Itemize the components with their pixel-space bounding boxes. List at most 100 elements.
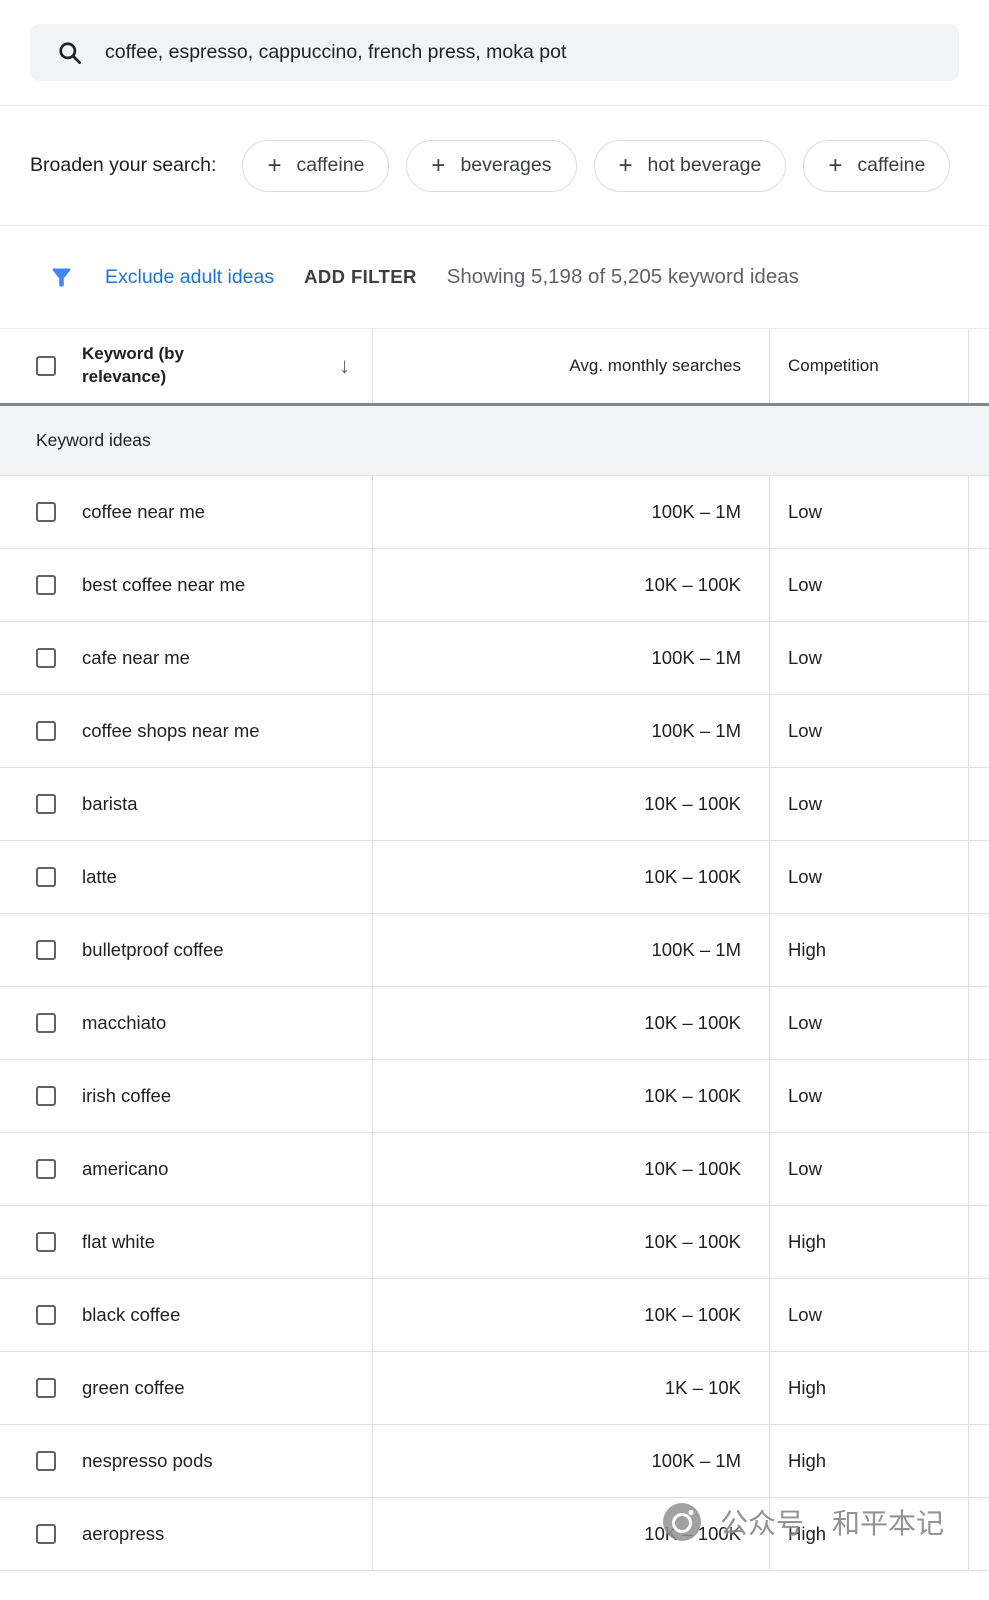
row-checkbox[interactable] xyxy=(36,1086,56,1106)
table-row[interactable]: barista 10K – 100K Low xyxy=(0,768,989,841)
competition-value: Low xyxy=(788,1304,822,1325)
keyword-text: macchiato xyxy=(82,1012,167,1033)
row-checkbox[interactable] xyxy=(36,648,56,668)
avg-monthly-searches-value: 10K – 100K xyxy=(644,1085,741,1106)
avg-monthly-searches-value: 100K – 1M xyxy=(651,501,741,522)
filter-bar: Exclude adult ideas ADD FILTER Showing 5… xyxy=(0,226,989,329)
competition-value: High xyxy=(788,1523,827,1544)
table-row[interactable]: americano 10K – 100K Low xyxy=(0,1133,989,1206)
add-filter-button[interactable]: ADD FILTER xyxy=(304,266,417,287)
competition-value: Low xyxy=(788,720,822,741)
keyword-ideas-label: Keyword ideas xyxy=(36,430,151,450)
row-checkbox[interactable] xyxy=(36,1524,56,1544)
avg-monthly-searches-value: 10K – 100K xyxy=(644,1158,741,1179)
row-checkbox[interactable] xyxy=(36,1013,56,1033)
chip-label: hot beverage xyxy=(647,154,762,176)
avg-monthly-searches-value: 100K – 1M xyxy=(651,647,741,668)
chip-label: caffeine xyxy=(296,154,365,176)
table-body: coffee near me 100K – 1M Low best coffee… xyxy=(0,476,989,1571)
plus-icon: + xyxy=(618,151,633,179)
keyword-text: aeropress xyxy=(82,1523,165,1544)
keyword-text: green coffee xyxy=(82,1377,185,1398)
table-row[interactable]: bulletproof coffee 100K – 1M High xyxy=(0,914,989,987)
chip-label: beverages xyxy=(460,154,552,176)
broaden-chips: + caffeine + beverages + hot beverage + … xyxy=(242,139,959,192)
search-input[interactable] xyxy=(105,41,933,64)
competition-value: High xyxy=(788,939,827,960)
broaden-chip-caffeine[interactable]: + caffeine xyxy=(242,139,390,192)
broaden-section: Broaden your search: + caffeine + bevera… xyxy=(0,106,989,226)
keyword-text: flat white xyxy=(82,1231,156,1252)
avg-monthly-searches-header[interactable]: Avg. monthly searches xyxy=(569,356,741,375)
row-checkbox[interactable] xyxy=(36,721,56,741)
keyword-text: bulletproof coffee xyxy=(82,939,224,960)
broaden-label: Broaden your search: xyxy=(30,154,217,176)
chip-label: caffeine xyxy=(857,154,926,176)
row-checkbox[interactable] xyxy=(36,940,56,960)
table-header: Keyword (by relevance) ↓ Avg. monthly se… xyxy=(0,329,989,406)
avg-monthly-searches-value: 10K – 100K xyxy=(644,574,741,595)
sort-descending-icon[interactable]: ↓ xyxy=(339,353,350,378)
avg-monthly-searches-value: 100K – 1M xyxy=(651,1450,741,1471)
table-row[interactable]: macchiato 10K – 100K Low xyxy=(0,987,989,1060)
competition-value: Low xyxy=(788,1012,822,1033)
row-checkbox[interactable] xyxy=(36,794,56,814)
broaden-chip-caffeine-2[interactable]: + caffeine xyxy=(803,139,951,192)
search-section xyxy=(0,0,989,106)
table-row[interactable]: coffee shops near me 100K – 1M Low xyxy=(0,695,989,768)
avg-monthly-searches-value: 10K – 100K xyxy=(644,866,741,887)
row-checkbox[interactable] xyxy=(36,575,56,595)
avg-monthly-searches-value: 10K – 100K xyxy=(644,1012,741,1033)
competition-value: High xyxy=(788,1450,827,1471)
competition-value: High xyxy=(788,1377,827,1398)
exclude-adult-ideas-link[interactable]: Exclude adult ideas xyxy=(105,265,275,288)
row-checkbox[interactable] xyxy=(36,867,56,887)
keyword-text: coffee shops near me xyxy=(82,720,260,741)
competition-value: Low xyxy=(788,501,822,522)
table-row[interactable]: irish coffee 10K – 100K Low xyxy=(0,1060,989,1133)
showing-count: Showing 5,198 of 5,205 keyword ideas xyxy=(446,265,799,288)
table-row[interactable]: flat white 10K – 100K High xyxy=(0,1206,989,1279)
competition-value: Low xyxy=(788,574,822,595)
keyword-text: best coffee near me xyxy=(82,574,246,595)
keyword-text: barista xyxy=(82,793,138,814)
table-row[interactable]: green coffee 1K – 10K High xyxy=(0,1352,989,1425)
row-checkbox[interactable] xyxy=(36,1232,56,1252)
plus-icon: + xyxy=(431,151,446,179)
avg-monthly-searches-value: 100K – 1M xyxy=(651,939,741,960)
keyword-column-header[interactable]: Keyword (by relevance) xyxy=(82,344,185,386)
table-row[interactable]: latte 10K – 100K Low xyxy=(0,841,989,914)
avg-monthly-searches-value: 10K – 100K xyxy=(644,1304,741,1325)
table-row[interactable]: black coffee 10K – 100K Low xyxy=(0,1279,989,1352)
plus-icon: + xyxy=(828,151,843,179)
keyword-text: nespresso pods xyxy=(82,1450,213,1471)
avg-monthly-searches-value: 10K – 100K xyxy=(644,793,741,814)
keyword-text: americano xyxy=(82,1158,169,1179)
row-checkbox[interactable] xyxy=(36,1378,56,1398)
keyword-text: irish coffee xyxy=(82,1085,172,1106)
table-row[interactable]: cafe near me 100K – 1M Low xyxy=(0,622,989,695)
broaden-chip-hot-beverage[interactable]: + hot beverage xyxy=(593,139,787,192)
row-checkbox[interactable] xyxy=(36,502,56,522)
keyword-text: coffee near me xyxy=(82,501,206,522)
competition-value: Low xyxy=(788,866,822,887)
competition-value: High xyxy=(788,1231,827,1252)
select-all-checkbox[interactable] xyxy=(36,356,56,376)
table-row[interactable]: best coffee near me 10K – 100K Low xyxy=(0,549,989,622)
row-checkbox[interactable] xyxy=(36,1305,56,1325)
competition-value: Low xyxy=(788,647,822,668)
table-row[interactable]: coffee near me 100K – 1M Low xyxy=(0,476,989,549)
row-checkbox[interactable] xyxy=(36,1159,56,1179)
avg-monthly-searches-value: 10K – 100K xyxy=(644,1231,741,1252)
broaden-chip-beverages[interactable]: + beverages xyxy=(406,139,577,192)
table-row[interactable]: aeropress 10K – 100K High xyxy=(0,1498,989,1571)
keyword-ideas-section-row: Keyword ideas xyxy=(0,406,989,476)
search-box[interactable] xyxy=(30,24,959,81)
row-checkbox[interactable] xyxy=(36,1451,56,1471)
keyword-text: cafe near me xyxy=(82,647,190,668)
competition-value: Low xyxy=(788,793,822,814)
competition-value: Low xyxy=(788,1158,822,1179)
filter-funnel-icon[interactable] xyxy=(48,264,75,291)
competition-header[interactable]: Competition xyxy=(788,356,879,375)
table-row[interactable]: nespresso pods 100K – 1M High xyxy=(0,1425,989,1498)
